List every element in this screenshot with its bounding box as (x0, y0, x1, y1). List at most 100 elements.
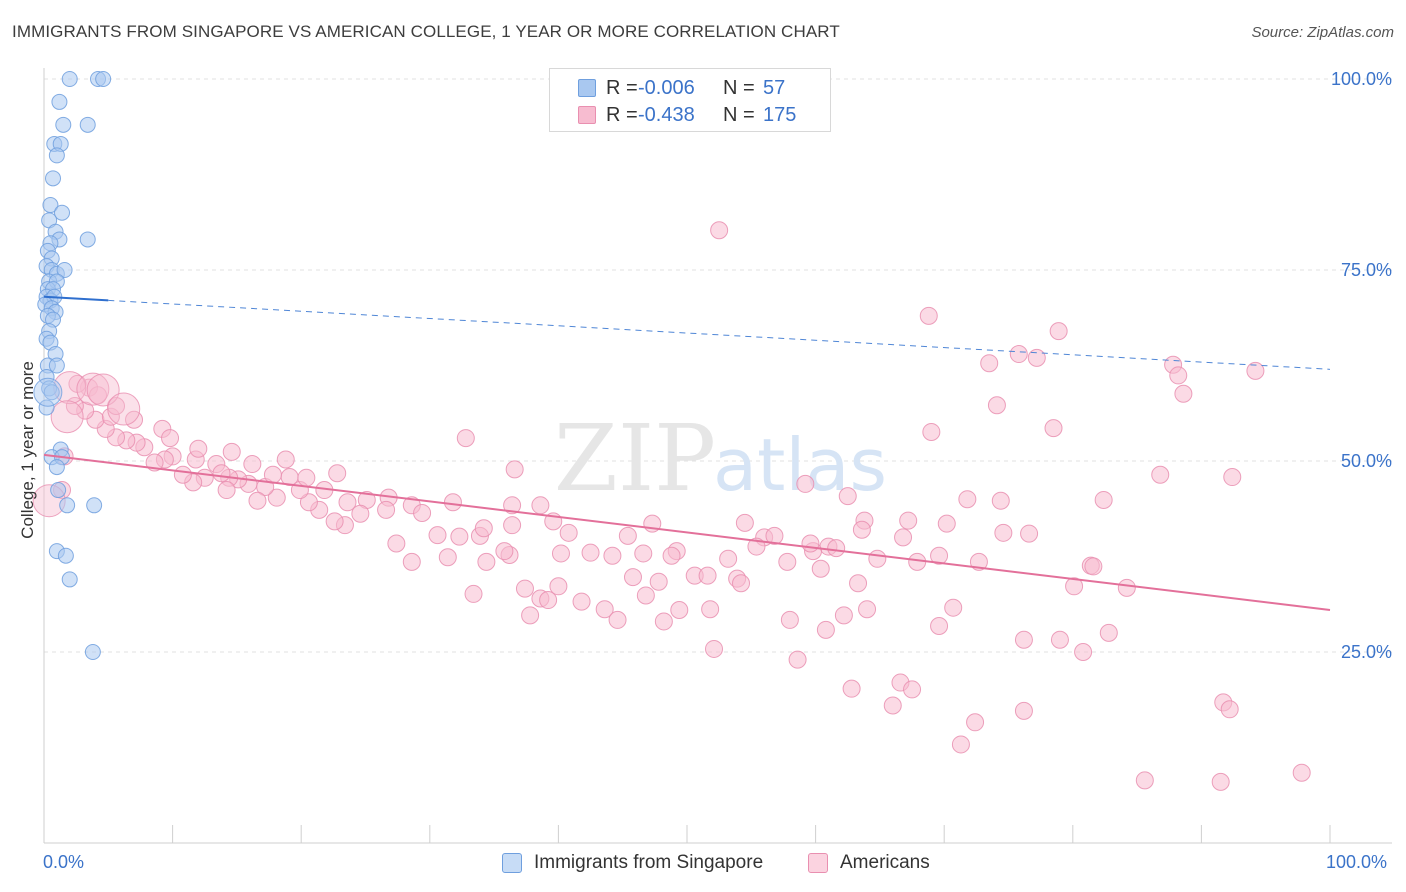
data-point (549, 577, 568, 596)
watermark: ZIP atlas (554, 405, 887, 512)
data-point (55, 116, 72, 133)
data-point (56, 262, 73, 278)
data-point (827, 539, 846, 558)
data-point (780, 610, 799, 629)
legend-label-singapore: Immigrants from Singapore (534, 852, 764, 873)
data-point (1135, 771, 1154, 790)
data-point (276, 450, 295, 469)
data-point (189, 439, 208, 458)
data-point (922, 422, 941, 441)
data-point (559, 523, 578, 542)
data-point (1117, 578, 1136, 597)
data-point (937, 514, 956, 533)
data-point (48, 459, 65, 476)
data-point (788, 650, 807, 669)
gridlines (44, 78, 1392, 653)
data-point (477, 552, 496, 571)
data-point (243, 455, 262, 474)
trend-line-singapore-dashed (108, 299, 1331, 370)
data-point (443, 493, 462, 512)
legend-row-americans: R = -0.438 N = 175 (578, 103, 796, 127)
data-point (428, 526, 447, 545)
data-point (969, 552, 988, 571)
y-tick-labels: 25.0% 50.0% 75.0% 100.0% (1331, 69, 1392, 662)
data-point (838, 487, 857, 506)
legend-item-singapore[interactable]: Immigrants from Singapore (502, 852, 763, 874)
legend-n-value: 175 (763, 103, 797, 126)
correlation-legend: R = -0.006 N = 57 R = -0.438 N = 175 (549, 68, 831, 132)
data-point (299, 493, 318, 512)
data-point (54, 204, 71, 221)
data-point (495, 542, 514, 561)
data-point (86, 497, 103, 514)
data-point (1094, 490, 1113, 509)
data-point (402, 552, 421, 571)
data-point (1223, 468, 1242, 487)
data-point (705, 639, 724, 658)
legend-swatch-singapore (578, 79, 596, 97)
data-point (263, 465, 282, 484)
data-point (450, 527, 469, 546)
legend-n-label: N = (723, 103, 755, 126)
data-point (899, 511, 918, 530)
data-point (1084, 557, 1103, 576)
y-axis-label-wrap: College, 1 year or more (16, 300, 40, 600)
data-point (438, 548, 457, 567)
data-point (1174, 384, 1193, 403)
y-tick-label: 50.0% (1341, 451, 1392, 471)
data-point (994, 523, 1013, 542)
data-point (531, 496, 550, 515)
data-point (325, 512, 344, 531)
data-point (634, 544, 653, 563)
y-tick-label: 25.0% (1341, 642, 1392, 662)
data-point (1151, 465, 1170, 484)
data-point (930, 546, 949, 565)
data-point (387, 534, 406, 553)
data-point (894, 528, 913, 547)
data-point (858, 600, 877, 619)
data-point-large (76, 372, 110, 406)
data-point (456, 429, 475, 448)
legend-row-singapore: R = -0.006 N = 57 (578, 76, 785, 100)
data-point (919, 306, 938, 325)
data-point (51, 93, 68, 110)
data-point (987, 396, 1006, 415)
data-point (84, 644, 101, 660)
data-point (95, 71, 112, 87)
data-point (222, 442, 241, 461)
data-point (1169, 366, 1188, 385)
legend-r-value: -0.438 (638, 103, 695, 126)
source-credit: Source: ZipAtlas.com (1251, 24, 1394, 41)
data-point (503, 516, 522, 535)
data-point (79, 116, 96, 133)
legend-swatch-americans (578, 106, 596, 124)
data-point (61, 71, 78, 87)
trend-line-singapore-solid (43, 295, 109, 302)
data-point (991, 491, 1010, 510)
data-point (43, 384, 60, 401)
legend-swatch-singapore (502, 853, 522, 873)
data-point (50, 482, 67, 499)
data-point (212, 464, 231, 483)
data-point (701, 600, 720, 619)
data-point (849, 574, 868, 593)
data-point (464, 584, 483, 603)
data-point (1074, 643, 1093, 661)
data-point (980, 354, 999, 373)
trend-lines (43, 295, 1331, 611)
data-point (521, 606, 540, 625)
legend-item-americans[interactable]: Americans (808, 852, 930, 874)
data-point (1099, 623, 1118, 642)
data-point (515, 579, 534, 598)
data-point (930, 617, 949, 636)
data-point (958, 490, 977, 509)
data-point (1049, 322, 1068, 341)
data-point (267, 488, 286, 507)
data-point (1044, 419, 1063, 438)
data-point-large (107, 392, 141, 426)
legend-n-label: N = (723, 76, 755, 99)
data-point (662, 546, 681, 565)
data-point (1246, 361, 1265, 380)
x-tick-max: 100.0% (1326, 852, 1388, 872)
